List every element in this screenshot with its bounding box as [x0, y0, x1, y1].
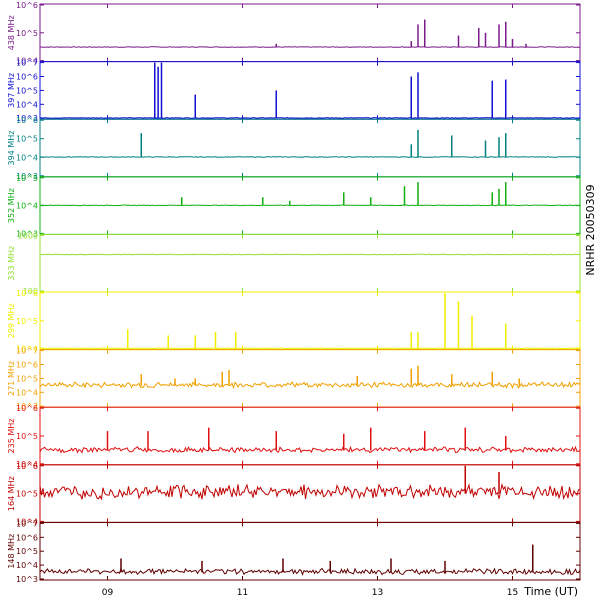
series-line [39, 347, 581, 350]
y-tick-label: 10^4 [16, 388, 38, 397]
y-tick-label: 10^5 [16, 547, 38, 556]
channel-label: 299 MHz [7, 303, 16, 338]
channel-label: 271 MHz [7, 361, 16, 396]
y-tick-label: 10^6 [16, 404, 38, 413]
y-tick-label: 10^3 [16, 402, 38, 411]
y-tick-label: 10^4 [16, 202, 38, 211]
series-line [39, 117, 581, 119]
y-tick-label: 10^6 [16, 73, 38, 82]
y-tick-label: 10^4 [16, 153, 38, 162]
channel-label: 148 MHz [7, 534, 16, 569]
y-tick-label: 10^6 [16, 116, 38, 125]
x-tick-label: 11 [237, 588, 248, 598]
channel-label: 333 MHz [7, 246, 16, 281]
y-tick-label: 10^6 [16, 289, 38, 298]
instrument-date-label: NRHR 20050309 [584, 184, 597, 275]
y-tick-label: 10^5 [16, 317, 38, 326]
y-tick-label: 10^7 [16, 347, 38, 356]
panel-frame [39, 61, 581, 120]
y-tick-label: 10^4 [16, 100, 38, 109]
channel-label: 397 MHz [7, 73, 16, 108]
series-line [39, 380, 581, 390]
y-tick-label: 10^5 [16, 86, 38, 95]
y-tick-label: 10^6 [16, 1, 38, 10]
y-tick-label: 10^5 [16, 490, 38, 499]
channel-label: 164 MHz [7, 476, 16, 511]
y-tick-label: 10^4 [16, 57, 38, 66]
y-tick-label: 100 [23, 287, 38, 296]
y-tick-label: 10^4 [16, 460, 38, 469]
y-tick-label: 10^3 [16, 229, 38, 238]
panel-frame [39, 406, 581, 466]
series-line [39, 445, 581, 454]
y-tick-label: 10^3 [16, 114, 38, 123]
y-tick-label: 10^6 [16, 361, 38, 370]
series-line [39, 253, 581, 256]
series-line [39, 567, 581, 576]
y-tick-label: 10^3 [16, 172, 38, 181]
y-tick-label: 10^5 [16, 432, 38, 441]
channel-label: 438 MHz [7, 15, 16, 50]
series-line [39, 482, 581, 501]
y-tick-label: 10^4 [16, 517, 38, 526]
y-tick-label: 10^5 [16, 29, 38, 38]
panel-frame [39, 233, 581, 293]
y-tick-label: 10^7 [16, 59, 38, 68]
series-line [39, 46, 581, 48]
y-tick-label: 1000 [18, 231, 38, 240]
x-axis-label: Time (UT) [523, 585, 578, 598]
channel-label: 235 MHz [7, 419, 16, 454]
y-tick-label: 10^4 [16, 345, 38, 354]
x-tick-label: 15 [507, 588, 518, 598]
y-tick-label: 10^5 [16, 374, 38, 383]
series-line [39, 156, 581, 158]
panel-frame [39, 291, 581, 351]
y-tick-label: 10^3 [16, 575, 38, 584]
y-tick-label: 10^6 [16, 462, 38, 471]
channel-label: 394 MHz [7, 131, 16, 166]
y-tick-label: 10^5 [16, 174, 38, 183]
panel-frame [39, 349, 581, 408]
y-tick-label: 10^6 [16, 533, 38, 542]
y-tick-label: 10^5 [16, 135, 38, 144]
x-tick-label: 13 [372, 588, 383, 598]
y-tick-label: 10^4 [16, 561, 38, 570]
series-line [39, 204, 581, 207]
x-tick-label: 09 [102, 588, 114, 598]
y-tick-label: 10^7 [16, 519, 38, 528]
channel-label: 352 MHz [7, 188, 16, 223]
